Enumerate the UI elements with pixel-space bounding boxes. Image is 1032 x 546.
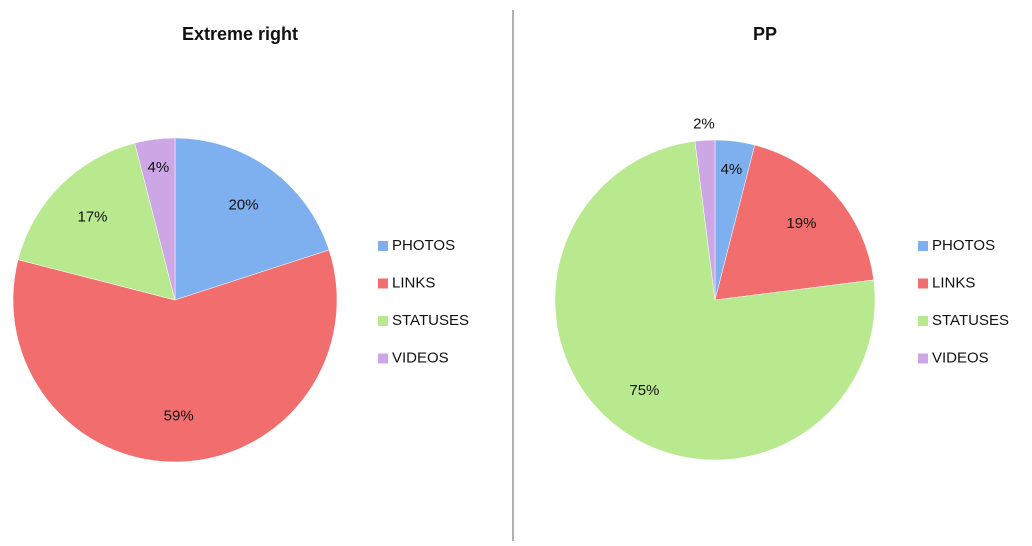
- data-label: 19%: [786, 215, 816, 232]
- legend-swatch: [378, 278, 388, 289]
- legend-swatch: [378, 353, 388, 364]
- legend-label: PHOTOS: [932, 237, 995, 254]
- data-label: 59%: [164, 408, 194, 425]
- legend-label: PHOTOS: [392, 237, 455, 254]
- legend-label: LINKS: [932, 274, 975, 291]
- pie-slice: [714, 144, 875, 301]
- legend-label: VIDEOS: [932, 349, 989, 366]
- legend-label: STATUSES: [932, 312, 1009, 329]
- pie-slice: [17, 142, 176, 301]
- legend-label: VIDEOS: [392, 349, 449, 366]
- pie-slice: [134, 137, 176, 301]
- chart-title: Extreme right: [182, 24, 298, 44]
- pie-slice: [12, 249, 338, 463]
- legend-label: LINKS: [392, 274, 435, 291]
- legend-swatch: [918, 241, 928, 251]
- pie-slice: [174, 137, 330, 301]
- legend-swatch: [378, 316, 388, 326]
- chart-title: PP: [753, 24, 777, 44]
- data-label: 4%: [721, 161, 743, 178]
- legend-swatch: [918, 353, 928, 364]
- data-label: 4%: [148, 159, 170, 176]
- legend-swatch: [918, 316, 928, 326]
- data-label: 2%: [693, 115, 715, 132]
- data-label: 75%: [629, 382, 659, 399]
- legend-label: STATUSES: [392, 312, 469, 329]
- data-label: 17%: [78, 208, 108, 225]
- legend-swatch: [918, 278, 928, 289]
- pie-slice: [694, 139, 716, 301]
- pie-slice: [554, 140, 876, 461]
- data-label: 20%: [229, 197, 259, 214]
- legend-swatch: [378, 241, 388, 251]
